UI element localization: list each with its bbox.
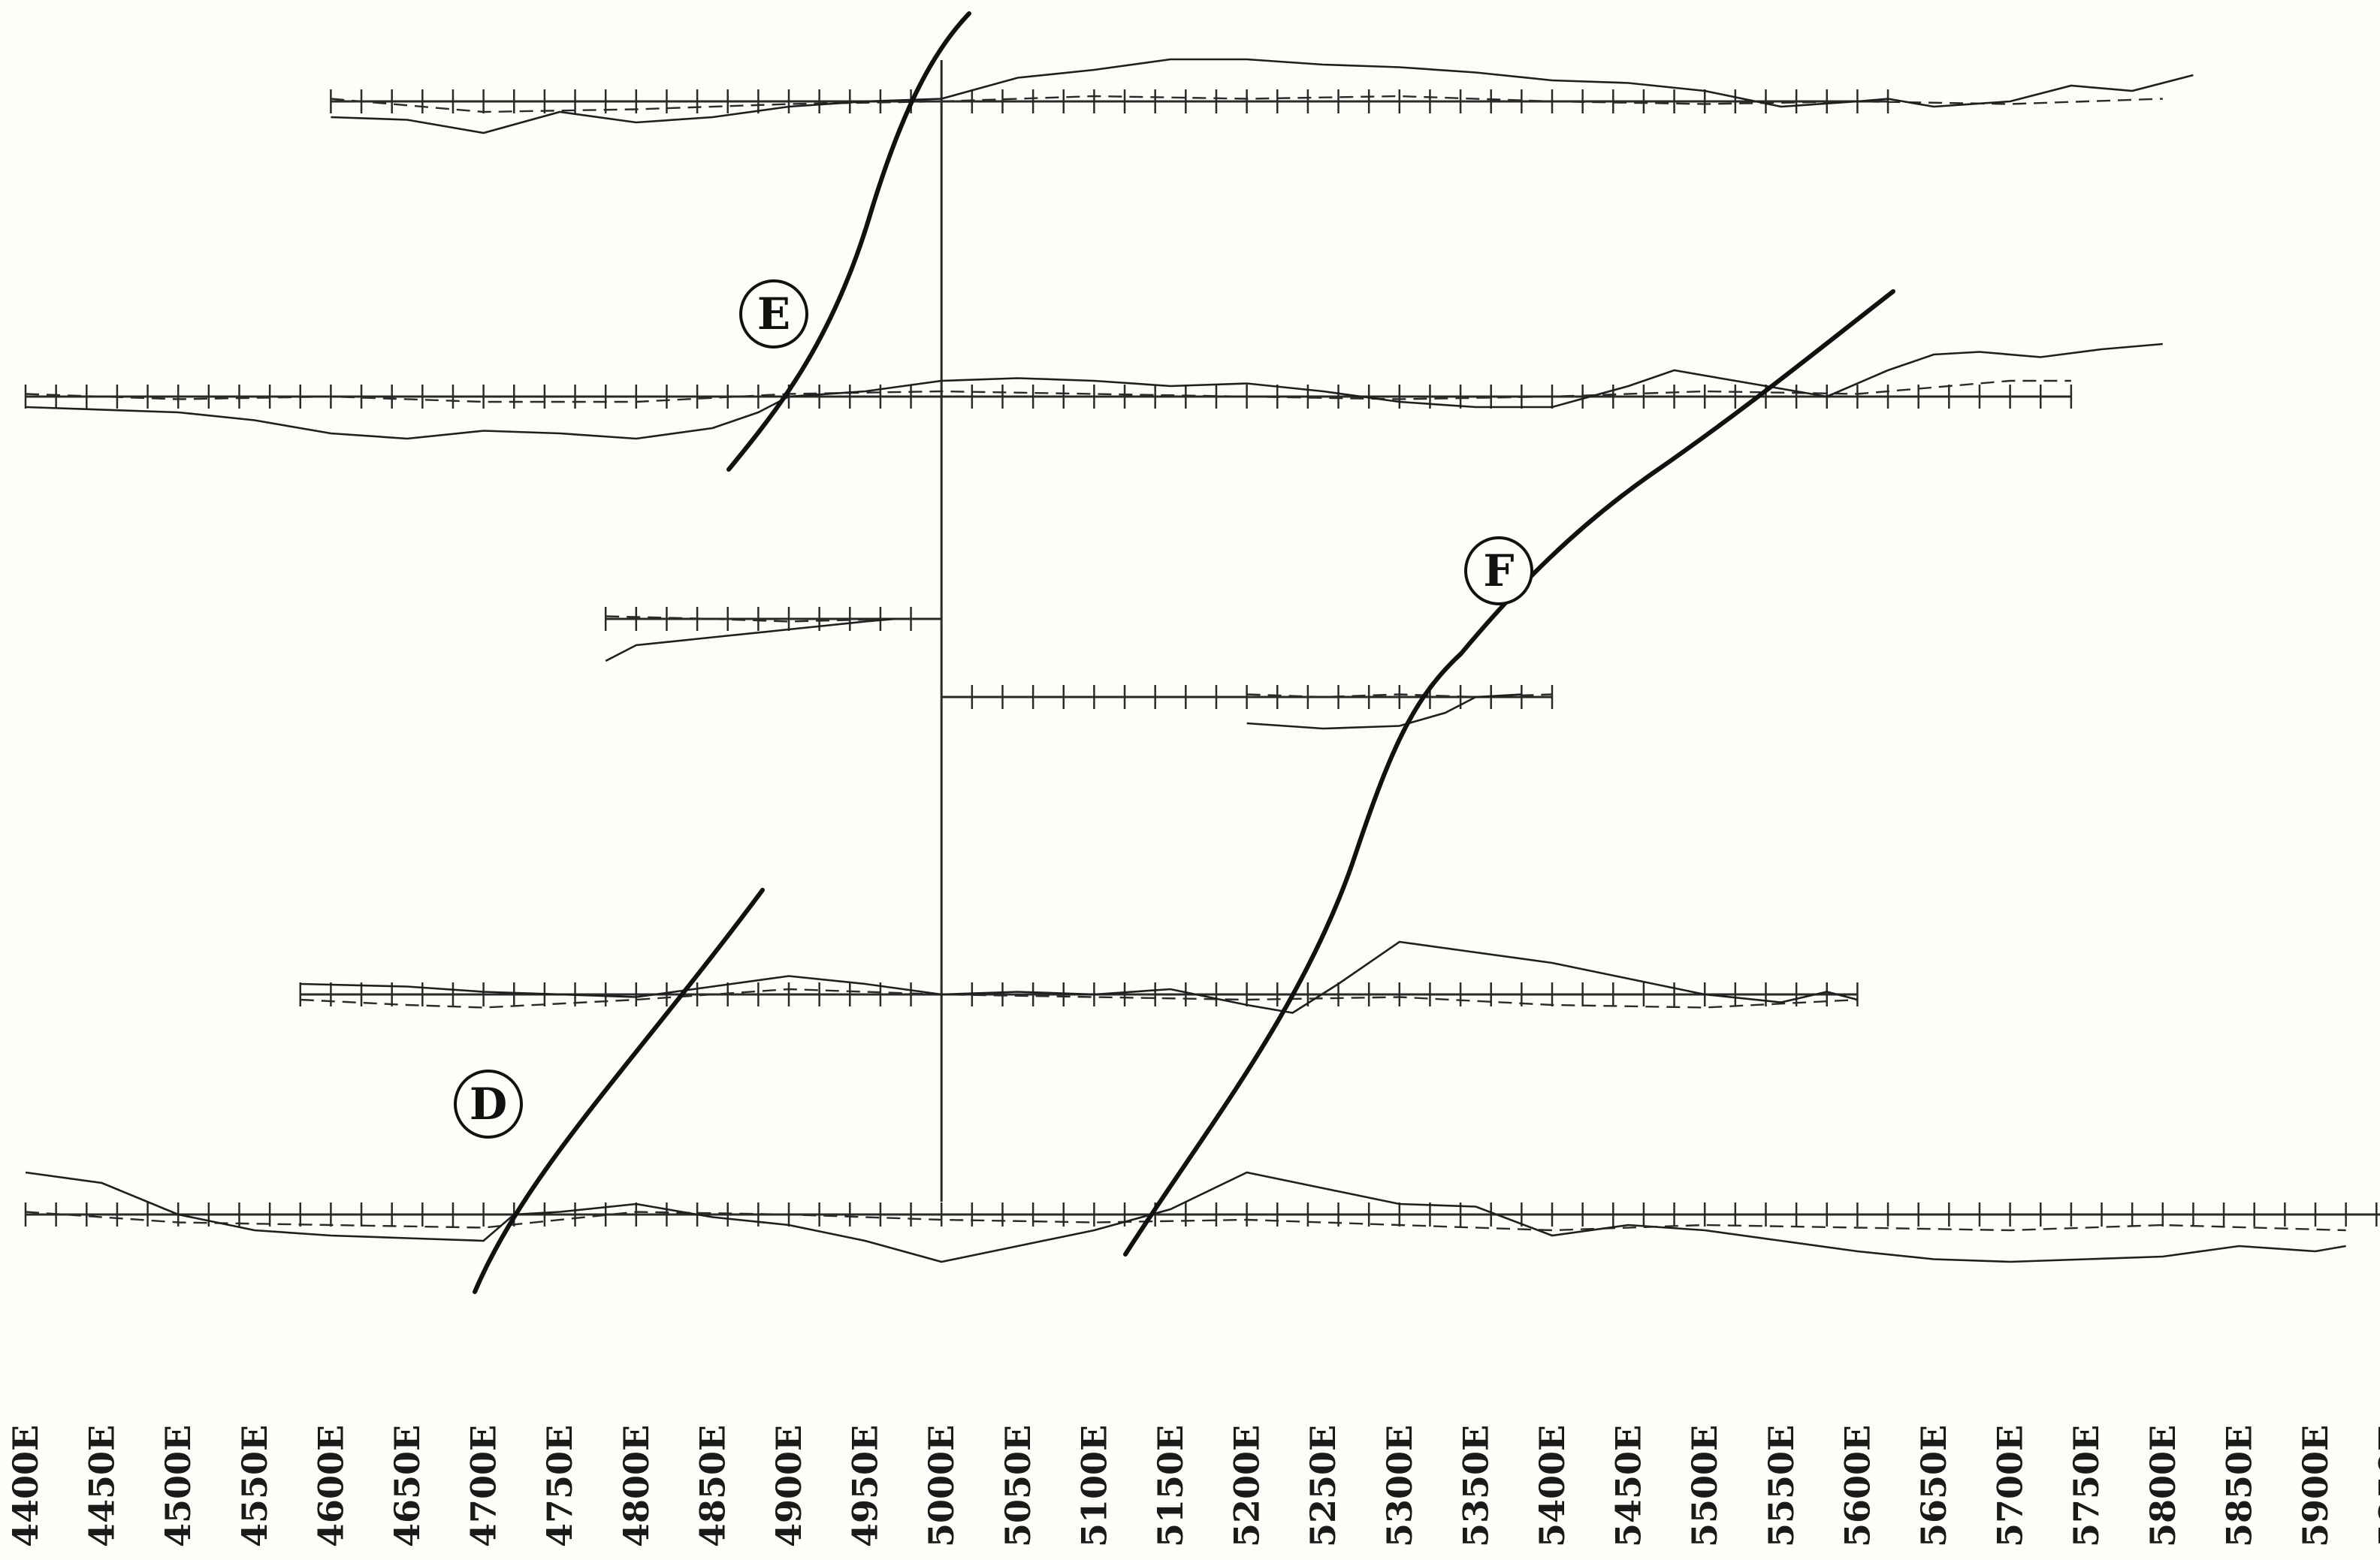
x-tick-label: 4400E xyxy=(5,1425,46,1547)
solid-profile-trace xyxy=(605,617,896,662)
x-tick-label: 5550E xyxy=(1761,1425,1802,1547)
solid-profile-trace xyxy=(1246,693,1522,730)
solid-profile-trace xyxy=(331,58,2194,134)
anomaly-e: E xyxy=(726,11,971,472)
profile-row-6 xyxy=(24,1171,2380,1263)
anomaly-d: D xyxy=(454,888,765,1294)
x-tick-label: 4800E xyxy=(616,1425,657,1547)
profile-row-4 xyxy=(940,685,1554,730)
x-tick-label: 5350E xyxy=(1455,1425,1496,1547)
x-tick-label: 5300E xyxy=(1379,1425,1420,1547)
profiles-layer xyxy=(24,58,2380,1263)
x-tick-label: 5750E xyxy=(2066,1425,2107,1547)
x-tick-label: 5100E xyxy=(1074,1425,1114,1547)
x-tick-label: 5000E xyxy=(921,1425,962,1547)
x-tick-label: 5050E xyxy=(998,1425,1038,1547)
x-tick-label: 4450E xyxy=(82,1425,122,1547)
x-tick-label: 4650E xyxy=(387,1425,427,1547)
x-tick-label: 5200E xyxy=(1227,1425,1267,1547)
x-tick-label: 5700E xyxy=(1990,1425,2031,1547)
x-tick-label: 4900E xyxy=(769,1425,809,1547)
anomaly-label-e: E xyxy=(757,288,790,339)
x-tick-label: 5900E xyxy=(2295,1425,2336,1547)
dashed-profile-trace xyxy=(25,1211,2346,1232)
x-tick-label: 5500E xyxy=(1684,1425,1725,1547)
x-tick-label: 4750E xyxy=(539,1425,580,1547)
x-tick-label: 5800E xyxy=(2143,1425,2183,1547)
x-axis: 4400E 4450E 4500E 4550E 4600E 4650E 4700E 4750E… xyxy=(5,1425,2380,1547)
solid-profile-trace xyxy=(25,1171,2346,1263)
dashed-profile-trace xyxy=(300,988,1858,1009)
profile-row-1 xyxy=(330,58,2194,134)
x-tick-label: 5450E xyxy=(1608,1425,1649,1547)
anomaly-label-circle-f xyxy=(1464,536,1533,605)
x-tick-label: 4950E xyxy=(845,1425,886,1547)
anomaly-label-circle-d xyxy=(454,1070,523,1139)
x-tick-label: 5850E xyxy=(2218,1425,2259,1547)
anomaly-line-d xyxy=(473,888,765,1294)
x-tick-label: 4550E xyxy=(234,1425,275,1547)
anomaly-f: F xyxy=(1123,289,1895,1257)
dashed-profile-trace xyxy=(606,615,896,623)
profile-row-5 xyxy=(299,940,1859,1014)
x-tick-label: 4600E xyxy=(310,1425,351,1547)
anomaly-label-circle-e xyxy=(739,279,808,349)
x-tick-label: 5650E xyxy=(1913,1425,1954,1547)
x-tick-label: 5400E xyxy=(1532,1425,1572,1547)
x-tick-label: 4500E xyxy=(158,1425,198,1547)
x-tick-label: 5250E xyxy=(1303,1425,1343,1547)
x-tick-label: 5950E xyxy=(2372,1425,2380,1547)
x-tick-label: 4700E xyxy=(464,1425,504,1547)
x-tick-label: 5150E xyxy=(1150,1425,1191,1547)
anomaly-layer: D E F xyxy=(454,11,1895,1294)
solid-profile-trace xyxy=(25,342,2163,440)
anomaly-line-e xyxy=(726,11,971,472)
anomaly-label-f: F xyxy=(1483,545,1514,596)
profile-row-2 xyxy=(24,342,2163,440)
profile-row-3 xyxy=(604,607,943,662)
anomaly-label-d: D xyxy=(470,1079,507,1130)
x-tick-label: 5600E xyxy=(1837,1425,1877,1547)
anomaly-line-f xyxy=(1123,289,1895,1257)
solid-profile-trace xyxy=(300,940,1858,1014)
x-tick-label: 4850E xyxy=(692,1425,732,1547)
